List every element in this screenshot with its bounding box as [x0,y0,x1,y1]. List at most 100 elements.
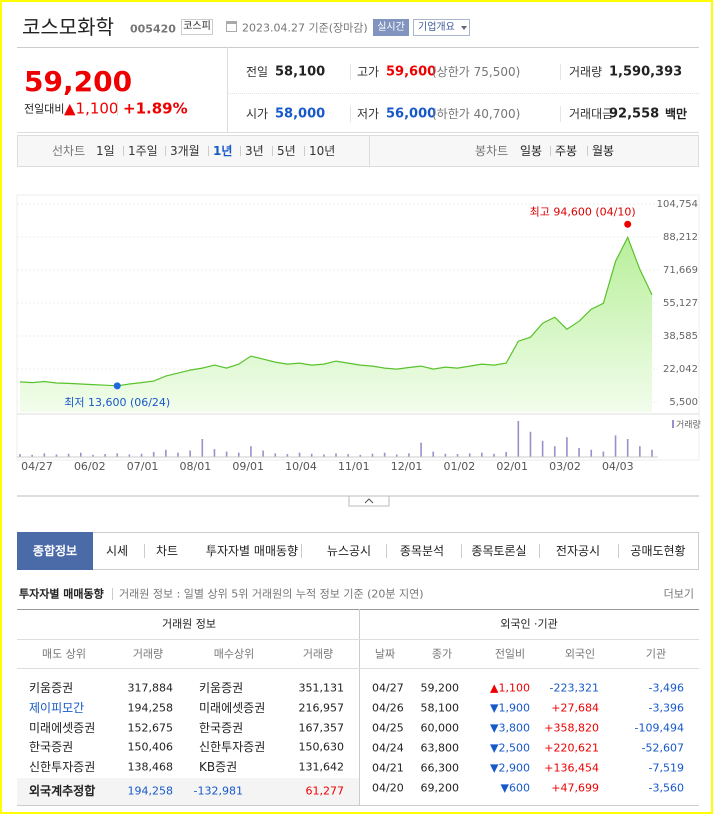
volume-bar [189,450,191,457]
column-header: 거래량 [302,647,334,661]
divider [369,135,370,167]
separator [460,544,462,558]
x-tick-label: 12/01 [391,460,423,473]
stock-name: 코스모화학 [22,15,114,39]
row-line [17,639,699,640]
period-option[interactable]: 5년 [277,144,296,158]
overview[interactable]: 기업개요 [418,22,455,33]
separator [272,146,273,156]
candle-chart-label: 봉차트 [475,144,509,158]
high-marker [624,220,632,228]
period-option[interactable]: 1주일 [128,144,158,158]
price-box [17,47,228,133]
x-tick-label: 02/01 [496,460,528,473]
separator [240,146,241,156]
volume-legend-swatch [672,420,674,428]
buy-volume: 167,357 [298,721,345,735]
period-option[interactable]: 3년 [245,144,264,158]
period-option[interactable]: 1년 [213,144,233,158]
institution: -52,607 [641,741,684,755]
stat-value: 1,590,393 [609,64,683,80]
date: 04/26 [372,701,404,715]
date: 04/24 [372,741,404,755]
separator [300,544,302,558]
overview-button[interactable] [413,19,470,36]
separator [117,102,118,116]
volume-bar [505,451,507,457]
separator [550,146,551,156]
stat-value: 56,000 [386,106,437,122]
total-value: -132,981 [193,784,243,798]
candle-option[interactable]: 일봉 [520,144,543,158]
period-option[interactable]: 3개월 [170,144,200,158]
period-option[interactable]: 10년 [309,144,336,158]
column-header: 외국인 [564,647,596,661]
volume-bar [444,453,447,457]
change: ▼2,900 [490,761,530,775]
volume-bar [55,454,58,457]
tab-active[interactable] [17,532,93,570]
volume-bar [481,452,483,457]
tab[interactable]: 공매도현황 [630,544,686,558]
tab[interactable]: 종목토론실 [471,544,527,558]
volume-bar [310,453,313,457]
close: 63,800 [420,741,460,755]
volume-bar [420,442,422,457]
candle-option[interactable]: 주봉 [555,144,578,158]
volume-bar [566,437,568,457]
volume-bar [614,435,617,457]
period-option[interactable]: 1일 [96,144,115,158]
realtime-badge [373,19,409,36]
chart-frame [16,194,700,461]
institution: -7,519 [648,761,684,775]
volume-bar [456,454,459,457]
change-rate: +1.89% [123,99,188,118]
tab[interactable]: 종합정보 [32,544,78,558]
stat-note: (하한가 40,700) [432,107,521,121]
foreign: +27,684 [551,701,599,715]
separator [123,146,124,156]
buyer: 한국증권 [199,720,244,735]
stat-value: 92,558 [609,106,660,122]
volume-bar [541,440,544,457]
more-link[interactable]: 더보기 [663,587,694,601]
separator [112,588,113,600]
change: ▼2,500 [490,741,530,755]
divider [350,106,351,122]
volume-bar [639,446,641,457]
collapse-button [348,495,390,507]
row-line [17,668,699,669]
x-tick-label: 06/02 [74,460,106,473]
stat-label: 전일 [246,65,269,79]
tab[interactable]: 투자자별 매매동향 [205,544,299,558]
tab[interactable]: 차트 [155,544,179,558]
total-value: 194,258 [127,784,174,798]
total-value: 61,277 [305,784,345,798]
sell-volume: 152,675 [127,721,174,735]
total-row [17,778,359,805]
tab[interactable]: 뉴스공시 [326,544,372,558]
volume-bar [104,454,106,457]
tab[interactable]: 전자공시 [555,544,601,558]
volume-bar [383,452,386,457]
volume-bar [250,446,252,457]
stat-label: 저가 [357,107,380,121]
date: 04/25 [372,721,404,735]
change: ▼3,800 [490,721,530,735]
tab[interactable]: 종목분석 [399,544,445,558]
group-header: 거래원 정보 [161,617,217,631]
stat-value: 59,600 [386,64,437,80]
volume-bar [651,449,653,457]
volume-legend: 거래량 [676,419,701,431]
institution: -3,560 [648,781,684,795]
line-chart-label: 선차트 [52,144,86,158]
candle-option[interactable]: 월봉 [592,144,615,158]
volume-bar [67,453,70,457]
y-tick-label: 104,754 [657,199,698,210]
separator [587,146,588,156]
tab[interactable]: 시세 [105,544,129,558]
volume-bar [19,454,21,457]
divider [560,106,561,122]
close: 69,200 [420,781,460,795]
